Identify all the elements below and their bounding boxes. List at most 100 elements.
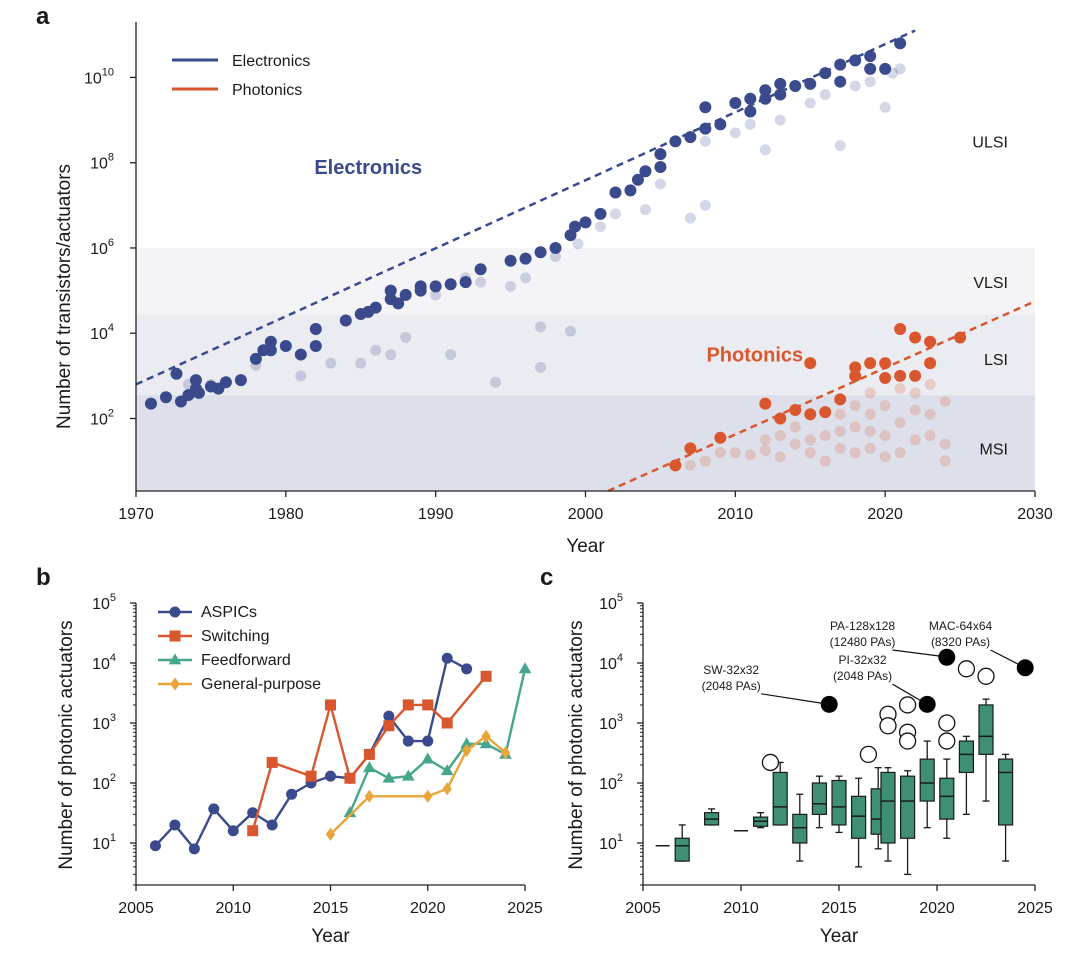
electronics-point [384, 284, 397, 297]
photonics-trendline [607, 300, 1036, 493]
band-vlsi [136, 247, 1035, 315]
panel-b-chart: 2005 2010 2015 2020 2025 101 102 103 104 105 Year N… [36, 564, 543, 947]
panel-b-legend-label: General-purpose [201, 676, 321, 693]
electronics-faint-point [699, 135, 711, 147]
electronics-faint-point [609, 208, 621, 220]
annotation-name: PI-32x32 [839, 653, 887, 667]
electronics-point [654, 160, 667, 173]
series-point-feedforward [518, 662, 532, 674]
series-point-switching [305, 770, 317, 782]
electronics-point [744, 92, 757, 105]
box [899, 775, 916, 839]
electronics-point [159, 391, 172, 404]
electronics-faint-point [370, 344, 382, 356]
series-point-aspics [149, 840, 161, 852]
panel-c-axes: 2005 2010 2015 2020 2025 101 102 103 104 105 Year N… [540, 564, 1053, 947]
panel-c-x-tick-label: 2015 [821, 900, 857, 917]
electronics-point [170, 367, 183, 380]
panel-b-x-tick-label: 2005 [118, 900, 154, 917]
electronics-point [369, 301, 382, 314]
photonics-faint-point [729, 447, 741, 459]
photonics-faint-point [879, 430, 891, 442]
electronics-faint-point [535, 321, 547, 333]
series-label-photonics: Photonics [706, 345, 803, 367]
outlier-open [761, 753, 780, 772]
outlier-open [859, 745, 878, 764]
outlier-open [977, 667, 995, 685]
panel-a-trends [135, 29, 1036, 493]
electronics-faint-point [565, 325, 577, 337]
panel-b-x-tick-label: 2015 [313, 900, 349, 917]
photonics-faint-point [759, 444, 771, 456]
photonics-point [774, 412, 787, 425]
electronics-faint-point [490, 376, 502, 388]
electronics-faint-point [744, 118, 756, 130]
electronics-faint-point [430, 289, 442, 301]
photonics-faint-point [864, 442, 876, 454]
photonics-point [804, 408, 817, 421]
panel-c-letter: c [540, 564, 553, 591]
panel-b-y-tick-label: 104 [92, 652, 116, 673]
band-label-ulsi: ULSI [972, 134, 1008, 151]
electronics-point [234, 374, 247, 387]
electronics-point [631, 173, 644, 186]
electronics-point [504, 254, 517, 267]
electronics-point [594, 207, 607, 220]
annotation-count: (2048 PAs) [833, 669, 892, 683]
box [978, 704, 994, 755]
electronics-point [759, 84, 772, 97]
box [919, 758, 935, 802]
electronics-point [534, 246, 547, 259]
photonics-point [834, 393, 847, 406]
panel-a-y-tick-label: 106 [90, 237, 114, 258]
photonics-point [924, 335, 937, 348]
panel-a-axes: 1970 1980 1990 2000 2010 2020 2030 102 104 106 108… [84, 22, 1053, 523]
panel-b-y-tick-label: 103 [92, 712, 116, 733]
annotation-count: (2048 PAs) [702, 679, 761, 693]
electronics-point [459, 276, 472, 289]
annotation-leader [990, 649, 1026, 669]
electronics-faint-point [505, 280, 517, 292]
series-point-feedforward [421, 752, 435, 764]
electronics-faint-point [684, 212, 696, 224]
series-point-switching [247, 825, 259, 837]
band-label-lsi: LSI [984, 352, 1008, 369]
series-label-electronics: Electronics [314, 157, 422, 179]
photonics-faint-point [909, 387, 921, 399]
electronics-point [399, 288, 412, 301]
series-point-aspics [461, 663, 473, 675]
box [772, 771, 788, 826]
photonics-faint-point [879, 400, 891, 412]
photonics-point [864, 357, 877, 370]
electronics-point [699, 101, 712, 114]
panel-a-x-tick-label: 2010 [718, 506, 754, 523]
electronics-point [864, 50, 877, 63]
panel-a-x-tick-label: 2000 [568, 506, 604, 523]
electronics-faint-point [639, 204, 651, 216]
electronics-faint-point [894, 63, 906, 75]
electronics-faint-point [819, 88, 831, 100]
panel-a-points [144, 37, 967, 472]
panel-b-x-tick-label: 2025 [507, 900, 543, 917]
panel-a-letter: a [36, 3, 50, 30]
panel-b-y-tick-label: 102 [92, 772, 116, 793]
electronics-point [894, 37, 907, 50]
panel-a-legend-label: Electronics [232, 53, 310, 70]
series-point-switching [325, 699, 336, 711]
panel-c-x-axis-title: Year [820, 926, 859, 947]
panel-b-series [149, 652, 532, 855]
electronics-faint-point [879, 101, 891, 113]
photonics-faint-point [864, 408, 876, 420]
panel-b-axes: 2005 2010 2015 2020 2025 101 102 103 104 105 Year N… [36, 564, 543, 947]
panel-c-annotations: SW-32x32 (2048 PAs) PA-128x128 (12480 PAs) P… [702, 619, 1026, 705]
panel-b-x-tick-label: 2020 [410, 900, 446, 917]
series-point-general-purpose [364, 789, 375, 803]
annotation-name: SW-32x32 [703, 663, 759, 677]
series-point-aspics [227, 825, 239, 837]
photonics-faint-point [924, 408, 936, 420]
outlier-filled [938, 648, 956, 666]
electronics-point [759, 92, 772, 105]
panel-a-chart: 1970 1980 1990 2000 2010 2020 2030 102 104 106 108… [36, 3, 1053, 557]
electronics-point [834, 75, 847, 88]
electronics-point [864, 62, 877, 75]
